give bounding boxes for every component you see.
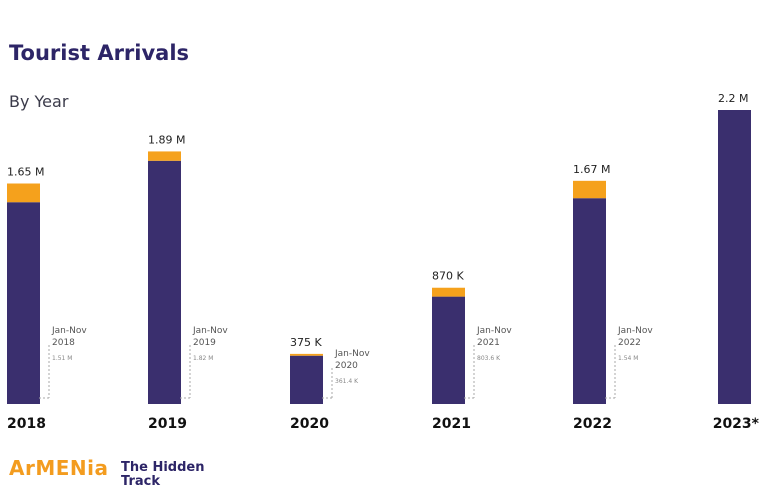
bar-december-4 <box>573 180 606 199</box>
note-period-4: Jan-Nov <box>617 326 653 336</box>
year-label-0: 2018 <box>7 416 46 432</box>
note-year-3: 2021 <box>477 338 500 348</box>
year-label-1: 2019 <box>148 416 187 432</box>
note-value-0: 1.51 M <box>52 355 72 362</box>
year-label-3: 2021 <box>432 416 471 432</box>
bar-december-2 <box>290 353 323 356</box>
bar-jan-nov-5 <box>718 110 751 404</box>
total-label-1: 1.89 M <box>148 133 185 146</box>
note-value-4: 1.54 M <box>618 355 638 362</box>
note-period-2: Jan-Nov <box>334 349 370 359</box>
bar-jan-nov-3 <box>432 296 465 404</box>
note-period-0: Jan-Nov <box>51 326 87 336</box>
note-year-4: 2022 <box>618 338 641 348</box>
note-year-1: 2019 <box>193 338 216 348</box>
total-label-0: 1.65 M <box>7 166 44 179</box>
note-period-1: Jan-Nov <box>192 326 228 336</box>
note-value-3: 803.6 K <box>477 355 501 362</box>
chart-title: Tourist Arrivals <box>9 41 190 65</box>
note-value-2: 361.4 K <box>335 378 359 385</box>
year-label-4: 2022 <box>573 416 612 432</box>
bar-december-3 <box>432 287 465 297</box>
bar-december-1 <box>148 151 181 161</box>
total-label-5: 2.2 M <box>718 92 748 105</box>
note-year-0: 2018 <box>52 338 75 348</box>
bar-jan-nov-0 <box>7 202 40 404</box>
year-label-5: 2023* <box>713 416 760 432</box>
armenia-logo: ArMENia <box>9 456 109 480</box>
total-label-2: 375 K <box>290 336 322 349</box>
tagline: The Hidden Track <box>121 460 205 489</box>
bar-december-0 <box>7 183 40 203</box>
chart-subtitle: By Year <box>9 92 69 111</box>
bar-chart: 1.65 M 2018 Jan-Nov 2018 1.51 M 1.89 M 2019 Jan… <box>7 92 760 432</box>
bar-jan-nov-4 <box>573 198 606 404</box>
year-label-2: 2020 <box>290 416 329 432</box>
note-value-1: 1.82 M <box>193 355 213 362</box>
note-period-3: Jan-Nov <box>476 326 512 336</box>
bar-jan-nov-1 <box>148 160 181 404</box>
bar-jan-nov-2 <box>290 355 323 404</box>
total-label-3: 870 K <box>432 270 464 283</box>
total-label-4: 1.67 M <box>573 163 610 176</box>
note-year-2: 2020 <box>335 361 358 371</box>
